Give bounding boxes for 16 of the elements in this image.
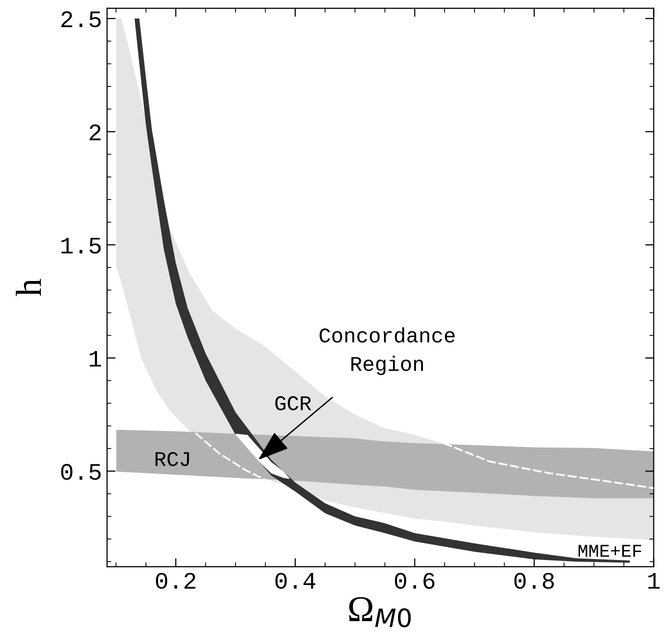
y-tick-label: 1.5: [61, 238, 101, 254]
x-tick-label: 0.2: [156, 572, 196, 589]
x-axis-title: Ω$_{M0}$: [349, 597, 411, 628]
x-tick-label: 0.4: [275, 572, 316, 589]
annotation: GCR: [275, 396, 312, 410]
x-tick-label: 1: [648, 573, 660, 589]
y-axis-title: h: [16, 278, 41, 296]
x-tick-label: 0.6: [394, 572, 434, 589]
annotation: MME+EF: [578, 544, 642, 557]
y-tick-label: 2: [90, 124, 101, 140]
annotation: RCJ: [156, 452, 189, 466]
annotation: Concordance Region: [320, 327, 455, 376]
y-tick-label: 2.5: [61, 11, 101, 28]
y-tick-label: 1: [90, 350, 102, 367]
y-tick-label: 0.5: [61, 464, 101, 480]
x-tick-label: 0.8: [514, 572, 554, 589]
